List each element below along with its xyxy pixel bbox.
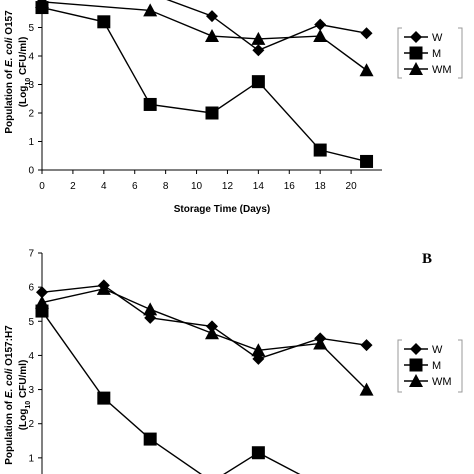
data-point-m xyxy=(97,15,111,29)
y-tick-label: 7 xyxy=(28,249,34,260)
legend-label: WM xyxy=(432,64,452,76)
legend-marker xyxy=(409,62,423,75)
data-point-wm xyxy=(35,295,49,309)
data-point-m xyxy=(143,432,157,446)
data-point-w xyxy=(36,286,48,299)
x-tick-label: 20 xyxy=(346,181,358,192)
legend-label: W xyxy=(432,344,443,356)
y-tick-label: 5 xyxy=(28,317,34,328)
data-point-wm xyxy=(143,302,158,316)
data-point-m xyxy=(97,391,111,405)
y-tick-label: 1 xyxy=(28,137,34,148)
y-tick-label: 5 xyxy=(28,23,34,34)
legend-label: WM xyxy=(432,376,452,388)
data-point-w xyxy=(206,10,218,23)
data-point-w xyxy=(360,339,373,352)
legend-marker xyxy=(409,46,423,60)
y-tick-label: 2 xyxy=(28,109,34,120)
x-tick-label: 4 xyxy=(101,181,107,192)
legend-marker xyxy=(410,343,422,355)
plot-area xyxy=(35,279,374,474)
x-axis-title: Storage Time (Days) xyxy=(174,204,271,215)
legend-bracket-right xyxy=(458,27,463,79)
x-tick-label: 2 xyxy=(70,181,76,192)
y-tick-label: 4 xyxy=(28,52,34,63)
data-point-w xyxy=(252,44,265,57)
legend-label: W xyxy=(432,32,443,44)
legend-bracket-left xyxy=(397,27,402,79)
data-point-m xyxy=(251,446,265,460)
y-tick-label: 0 xyxy=(28,166,34,177)
data-point-wm xyxy=(96,281,111,295)
data-point-wm xyxy=(359,63,374,77)
y-tick-label: 2 xyxy=(28,419,34,430)
legend-marker xyxy=(409,374,423,387)
data-point-m xyxy=(143,97,157,111)
y-axis-title: Population of E. coli O157 xyxy=(4,10,15,134)
data-point-wm xyxy=(359,382,374,396)
y-tick-label: 4 xyxy=(28,351,34,362)
data-point-wm xyxy=(205,326,219,340)
y-axis-title: (Log10 CFU/ml) xyxy=(18,360,32,431)
x-tick-label: 10 xyxy=(191,181,203,192)
series-line-wm xyxy=(41,1,367,71)
plot-area xyxy=(35,0,374,168)
data-point-w xyxy=(360,27,373,40)
x-tick-label: 6 xyxy=(132,181,138,192)
x-tick-label: 18 xyxy=(315,181,327,192)
data-point-w xyxy=(314,18,327,31)
chart-panel-b: 1 2 3 4 5 6 7 Population of E. coli O157:H7(Log… xyxy=(4,249,463,474)
data-point-wm xyxy=(251,343,266,357)
y-axis-title: Population of E. coli O157:H7 xyxy=(4,325,15,465)
series-line-m xyxy=(41,6,367,163)
data-point-wm xyxy=(313,29,328,43)
data-point-wm xyxy=(313,336,328,350)
y-tick-label: 1 xyxy=(28,453,34,464)
data-point-wm xyxy=(205,29,219,43)
y-axis-title: (Log10 CFU/ml) xyxy=(18,37,32,108)
data-point-wm xyxy=(143,3,158,17)
x-tick-label: 14 xyxy=(253,181,265,192)
y-tick-label: 3 xyxy=(28,385,34,396)
data-point-m xyxy=(360,154,374,168)
y-tick-label: 3 xyxy=(28,80,34,91)
series-line-w xyxy=(166,0,367,52)
x-tick-label: 8 xyxy=(163,181,169,192)
series-line-m xyxy=(41,310,301,474)
legend-marker xyxy=(409,358,423,372)
data-point-wm xyxy=(35,0,49,8)
legend-label: M xyxy=(432,360,441,372)
x-tick-label: 12 xyxy=(222,181,234,192)
panel-label: B xyxy=(422,251,432,267)
y-tick-label: 6 xyxy=(28,283,34,294)
legend-bracket-left xyxy=(397,339,402,393)
data-point-m xyxy=(313,143,327,157)
legend-label: M xyxy=(432,48,441,60)
x-tick-label: 16 xyxy=(284,181,296,192)
data-point-m xyxy=(251,75,265,89)
x-tick-label: 0 xyxy=(39,181,45,192)
data-point-m xyxy=(205,106,219,120)
legend-marker xyxy=(410,31,422,43)
data-point-wm xyxy=(251,31,266,45)
legend-bracket-right xyxy=(458,339,463,393)
